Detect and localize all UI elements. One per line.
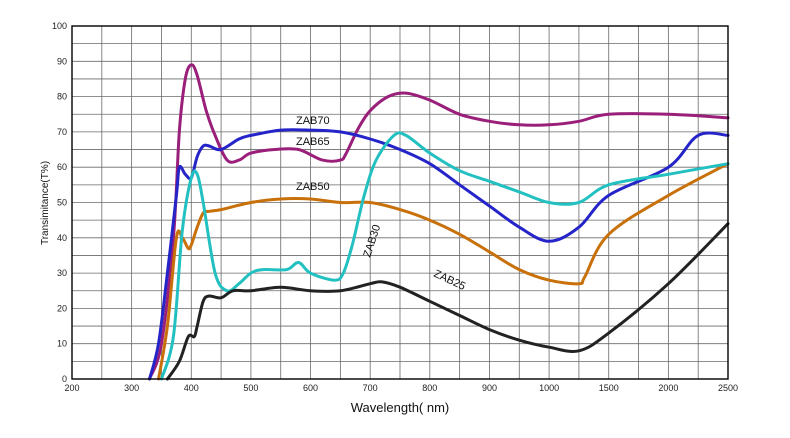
y-axis-title: Transimitance(T%) bbox=[40, 161, 51, 245]
series-line-zab70 bbox=[148, 63, 730, 381]
series-label-zab65: ZAB65 bbox=[296, 136, 330, 148]
x-tick-label: 900 bbox=[482, 383, 497, 393]
y-tick-label: 10 bbox=[57, 339, 67, 349]
y-tick-label: 60 bbox=[57, 162, 67, 172]
x-tick-label: 1500 bbox=[599, 383, 619, 393]
x-tick-label: 2500 bbox=[718, 383, 738, 393]
x-tick-label: 700 bbox=[363, 383, 378, 393]
grid bbox=[72, 26, 728, 379]
y-tick-label: 30 bbox=[57, 268, 67, 278]
x-tick-label: 600 bbox=[303, 383, 318, 393]
series-line-zab65 bbox=[148, 128, 730, 381]
y-tick-label: 40 bbox=[57, 233, 67, 243]
series-line-zab25 bbox=[165, 222, 730, 381]
y-tick-label: 20 bbox=[57, 303, 67, 313]
y-tick-label: 50 bbox=[57, 198, 67, 208]
x-tick-label: 1000 bbox=[539, 383, 559, 393]
x-tick-label: 200 bbox=[64, 383, 79, 393]
y-tick-label: 90 bbox=[57, 56, 67, 66]
series-line-zab50 bbox=[157, 162, 730, 381]
series-line-zab30 bbox=[160, 131, 730, 381]
x-tick-label: 2000 bbox=[658, 383, 678, 393]
series-label-zab70: ZAB70 bbox=[296, 115, 330, 127]
y-tick-label: 80 bbox=[57, 92, 67, 102]
tick-labels: 200 300 400 500 600 700 800 900 1000 1500 2000 2500… bbox=[52, 21, 738, 393]
y-tick-label: 70 bbox=[57, 127, 67, 137]
y-tick-label: 0 bbox=[62, 374, 67, 384]
x-tick-label: 800 bbox=[422, 383, 437, 393]
x-tick-label: 300 bbox=[124, 383, 139, 393]
x-tick-label: 500 bbox=[243, 383, 258, 393]
x-axis-title: Wavelength( nm) bbox=[351, 400, 450, 415]
plot-frame bbox=[71, 25, 729, 380]
series-lines bbox=[148, 63, 730, 381]
x-tick-label: 400 bbox=[184, 383, 199, 393]
y-tick-label: 100 bbox=[52, 21, 67, 31]
series-label-zab50: ZAB50 bbox=[296, 181, 330, 193]
